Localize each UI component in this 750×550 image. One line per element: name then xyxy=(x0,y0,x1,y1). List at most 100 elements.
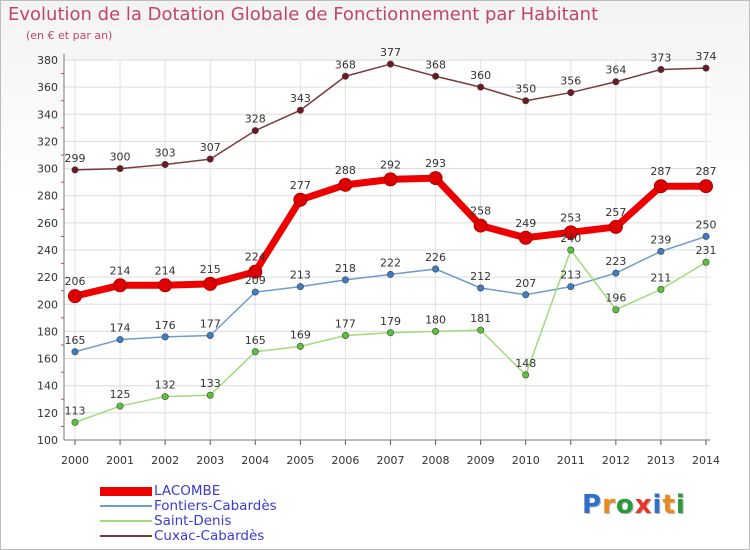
data-label: 356 xyxy=(560,75,581,88)
data-label: 213 xyxy=(290,269,311,282)
data-label: 125 xyxy=(110,388,131,401)
data-label: 368 xyxy=(425,58,446,71)
legend-item: Saint-Denis xyxy=(100,513,360,529)
legend-swatch xyxy=(100,535,152,537)
data-label: 257 xyxy=(605,206,626,219)
data-point xyxy=(522,97,530,105)
data-point xyxy=(71,418,79,426)
data-label: 215 xyxy=(200,263,221,276)
data-point xyxy=(341,276,349,284)
data-label: 287 xyxy=(650,165,671,178)
chart-subtitle: (en € et par an) xyxy=(26,29,113,42)
data-label: 148 xyxy=(515,357,536,370)
data-point xyxy=(251,348,259,356)
y-tick-label: 220 xyxy=(37,271,58,284)
data-point xyxy=(386,270,394,278)
data-label: 231 xyxy=(696,244,717,257)
x-tick-label: 2006 xyxy=(331,454,359,467)
y-tick-label: 100 xyxy=(37,434,58,447)
data-point xyxy=(158,278,173,293)
y-tick-label: 180 xyxy=(37,325,58,338)
data-label: 224 xyxy=(245,251,266,264)
data-label: 214 xyxy=(110,264,131,277)
data-label: 328 xyxy=(245,113,266,126)
y-tick-label: 300 xyxy=(37,163,58,176)
data-point xyxy=(522,371,530,379)
data-point xyxy=(296,283,304,291)
data-label: 303 xyxy=(155,147,176,160)
y-tick-label: 160 xyxy=(37,353,58,366)
logo-letter: P xyxy=(582,490,603,520)
data-label: 211 xyxy=(650,271,671,284)
data-point xyxy=(161,393,169,401)
data-point xyxy=(68,289,82,304)
data-point xyxy=(71,348,79,356)
data-label: 374 xyxy=(696,50,717,63)
y-tick-label: 280 xyxy=(37,190,58,203)
data-label: 240 xyxy=(560,232,581,245)
y-tick-label: 380 xyxy=(37,54,58,67)
y-tick-label: 140 xyxy=(37,380,58,393)
data-point xyxy=(161,333,169,341)
data-point xyxy=(293,192,308,207)
data-label: 368 xyxy=(335,58,356,71)
legend-item: Fontiers-Cabardès xyxy=(100,498,360,514)
data-label: 258 xyxy=(470,205,491,218)
y-tick-label: 340 xyxy=(37,108,58,121)
data-label: 132 xyxy=(155,379,176,392)
data-point xyxy=(563,225,578,240)
data-point xyxy=(702,258,710,266)
x-tick-label: 2002 xyxy=(151,454,179,467)
data-label: 165 xyxy=(245,334,266,347)
data-label: 165 xyxy=(65,334,86,347)
data-point xyxy=(567,89,575,97)
data-point xyxy=(206,331,214,339)
data-point xyxy=(116,336,124,344)
data-point xyxy=(206,391,214,399)
y-tick-label: 240 xyxy=(37,244,58,257)
data-label: 113 xyxy=(65,404,86,417)
data-point xyxy=(522,291,530,299)
logo-letter: i xyxy=(675,490,686,520)
x-tick-label: 2007 xyxy=(377,454,405,467)
data-point xyxy=(341,331,349,339)
data-point xyxy=(338,177,353,192)
chart-legend: LACOMBE Fontiers-Cabardès Saint-Denis Cuxac… xyxy=(100,483,360,544)
data-label: 180 xyxy=(425,313,446,326)
legend-label: Cuxac-Cabardès xyxy=(154,528,265,544)
data-point xyxy=(608,219,623,234)
data-point xyxy=(341,72,349,80)
data-label: 373 xyxy=(650,52,671,65)
data-point xyxy=(432,265,440,273)
data-point xyxy=(203,276,218,291)
legend-label: LACOMBE xyxy=(154,483,221,499)
x-tick-label: 2012 xyxy=(602,454,630,467)
data-point xyxy=(432,327,440,335)
data-label: 222 xyxy=(380,256,401,269)
data-label: 343 xyxy=(290,92,311,105)
data-point xyxy=(699,179,713,194)
data-label: 181 xyxy=(470,312,491,325)
data-label: 169 xyxy=(290,328,311,341)
data-point xyxy=(518,230,533,245)
data-label: 213 xyxy=(560,269,581,282)
data-point xyxy=(113,278,128,293)
data-label: 218 xyxy=(335,262,356,275)
data-label: 350 xyxy=(515,83,536,96)
x-tick-label: 2005 xyxy=(286,454,314,467)
y-tick-label: 120 xyxy=(37,407,58,420)
y-tick-label: 320 xyxy=(37,135,58,148)
data-point xyxy=(386,60,394,68)
data-point xyxy=(428,171,443,186)
data-label: 307 xyxy=(200,141,221,154)
data-label: 293 xyxy=(425,157,446,170)
legend-item: Cuxac-Cabardès xyxy=(100,528,360,544)
data-point xyxy=(116,402,124,410)
legend-swatch xyxy=(100,486,152,496)
chart-title: Evolution de la Dotation Globale de Fonc… xyxy=(8,4,599,25)
data-point xyxy=(657,285,665,293)
data-point xyxy=(653,179,668,194)
x-tick-label: 2003 xyxy=(196,454,224,467)
legend-item: LACOMBE xyxy=(100,483,360,499)
data-point xyxy=(383,172,398,187)
